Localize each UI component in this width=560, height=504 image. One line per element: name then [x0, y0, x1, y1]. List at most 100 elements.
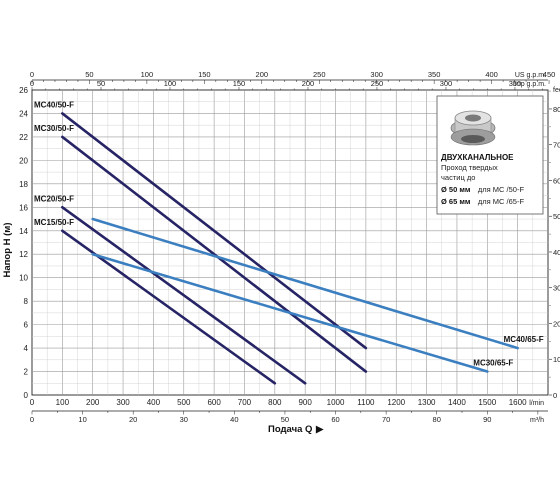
x-tick-label-impgpm: 150: [233, 79, 246, 88]
x-tick-label-m3h: 10: [78, 415, 86, 424]
impeller-icon: [450, 110, 496, 146]
x-tick-label-m3h: 60: [331, 415, 339, 424]
info-line4-rest: для MC /65-F: [478, 197, 525, 206]
x-unit-usgpm: US g.p.m.: [515, 72, 546, 79]
x-tick-label-lmin: 400: [147, 398, 161, 407]
x-unit-m3h: m³/h: [530, 417, 544, 424]
info-line2: частиц до: [441, 173, 475, 182]
y-tick-label-m: 26: [19, 86, 28, 95]
x-tick-label-m3h: 0: [30, 415, 34, 424]
x-tick-label-m3h: 40: [230, 415, 238, 424]
series-label-mc40-65-f: MC40/65-F: [504, 335, 544, 344]
series-label-mc20-50-f: MC20/50-F: [34, 194, 74, 203]
x-axis-title-group: Подача Q ▶ ▶: [268, 424, 325, 435]
x-tick-label-impgpm: 100: [164, 79, 177, 88]
x-tick-label-usgpm: 200: [256, 70, 269, 79]
y-tick-label-feet: 10: [553, 355, 560, 364]
x-axis-arrow-icon: ▶: [315, 424, 325, 435]
series-line-mc30-50-f: [61, 135, 368, 373]
x-tick-label-lmin: 0: [30, 398, 35, 407]
y-tick-label-m: 4: [24, 344, 29, 353]
y-unit-feet: feet: [553, 87, 560, 94]
info-line4: Ø 65 мм для MC /65-F: [441, 191, 524, 208]
x-tick-label-impgpm: 200: [302, 79, 315, 88]
x-tick-label-lmin: 1300: [418, 398, 436, 407]
y-axis-title: Напор H (м): [2, 223, 13, 278]
x-tick-label-impgpm: 350: [509, 79, 522, 88]
x-tick-label-lmin: 900: [298, 398, 312, 407]
x-tick-label-usgpm: 300: [370, 70, 383, 79]
y-tick-label-m: 18: [19, 180, 28, 189]
series-line-mc30-65-f: [91, 252, 489, 373]
y-tick-label-m: 20: [19, 156, 28, 165]
x-tick-label-usgpm: 0: [30, 70, 34, 79]
x-tick-label-impgpm: 0: [30, 79, 34, 88]
x-tick-label-lmin: 1100: [357, 398, 375, 407]
y-tick-label-m: 10: [19, 274, 28, 283]
y-tick-label-feet: 70: [553, 141, 560, 150]
y-tick-label-feet: 80: [553, 105, 560, 114]
y-tick-label-m: 6: [24, 321, 29, 330]
x-tick-label-m3h: 80: [433, 415, 441, 424]
info-line1: Проход твердых: [441, 163, 498, 172]
x-tick-label-lmin: 1200: [387, 398, 405, 407]
x-tick-label-usgpm: 150: [198, 70, 211, 79]
x-tick-label-usgpm: 250: [313, 70, 326, 79]
series-label-mc30-65-f: MC30/65-F: [473, 359, 513, 368]
x-tick-label-m3h: 20: [129, 415, 137, 424]
y-axis-title-group: Напор H (м): [2, 223, 13, 278]
x-tick-label-m3h: 90: [483, 415, 491, 424]
info-line4-bold: Ø 65 мм: [441, 197, 471, 206]
x-tick-label-lmin: 1400: [448, 398, 466, 407]
info-line3-rest: для MC /50-F: [478, 185, 525, 194]
x-tick-label-lmin: 700: [238, 398, 252, 407]
x-tick-label-impgpm: 50: [97, 79, 105, 88]
x-tick-label-usgpm: 100: [141, 70, 154, 79]
y-tick-label-m: 22: [19, 133, 28, 142]
info-title: ДВУХКАНАЛЬНОЕ: [441, 153, 514, 162]
y-tick-label-m: 14: [19, 227, 28, 236]
series-line-mc40-50-f: [61, 112, 368, 350]
y-tick-label-m: 2: [24, 368, 29, 377]
series-line-mc20-50-f: [61, 206, 307, 385]
y-tick-label-feet: 40: [553, 248, 560, 257]
x-tick-label-lmin: 200: [86, 398, 100, 407]
x-tick-label-lmin: 600: [207, 398, 221, 407]
series-label-mc30-50-f: MC30/50-F: [34, 124, 74, 133]
y-tick-label-feet: 30: [553, 284, 560, 293]
x-tick-label-lmin: 800: [268, 398, 282, 407]
x-tick-label-m3h: 50: [281, 415, 289, 424]
x-tick-label-lmin: 100: [56, 398, 70, 407]
x-tick-label-m3h: 70: [382, 415, 390, 424]
y-tick-label-feet: 60: [553, 176, 560, 185]
x-tick-label-lmin: 1600: [509, 398, 527, 407]
x-tick-label-usgpm: 50: [85, 70, 93, 79]
x-unit-impgpm: Imp g.p.m.: [513, 81, 546, 88]
x-tick-label-lmin: 1000: [327, 398, 345, 407]
y-tick-label-m: 24: [19, 109, 28, 118]
y-tick-label-m: 0: [24, 391, 29, 400]
x-tick-label-usgpm: 350: [428, 70, 441, 79]
y-tick-label-m: 12: [19, 250, 28, 259]
info-line3: Ø 50 мм для MC /50-F: [441, 179, 524, 196]
series-lines: [61, 112, 519, 385]
y-tick-label-m: 16: [19, 203, 28, 212]
x-tick-label-impgpm: 300: [440, 79, 453, 88]
info-box: ДВУХКАНАЛЬНОЕ Проход твердых частиц до Ø…: [436, 95, 544, 215]
x-tick-label-lmin: 1500: [478, 398, 496, 407]
x-tick-label-lmin: 500: [177, 398, 191, 407]
series-label-mc15-50-f: MC15/50-F: [34, 218, 74, 227]
x-tick-label-usgpm: 400: [485, 70, 498, 79]
x-tick-label-impgpm: 250: [371, 79, 384, 88]
series-line-mc40-65-f: [91, 217, 519, 350]
y-tick-label-feet: 50: [553, 212, 560, 221]
y-tick-label-feet: 20: [553, 319, 560, 328]
x-axis-title: Подача Q: [268, 424, 312, 435]
x-tick-label-usgpm: 450: [543, 70, 556, 79]
info-line3-bold: Ø 50 мм: [441, 185, 471, 194]
x-tick-label-lmin: 300: [116, 398, 130, 407]
axes: 0246810121416182022242601020304050607080…: [19, 70, 560, 424]
series-label-mc40-50-f: MC40/50-F: [34, 100, 74, 109]
x-tick-label-m3h: 30: [180, 415, 188, 424]
